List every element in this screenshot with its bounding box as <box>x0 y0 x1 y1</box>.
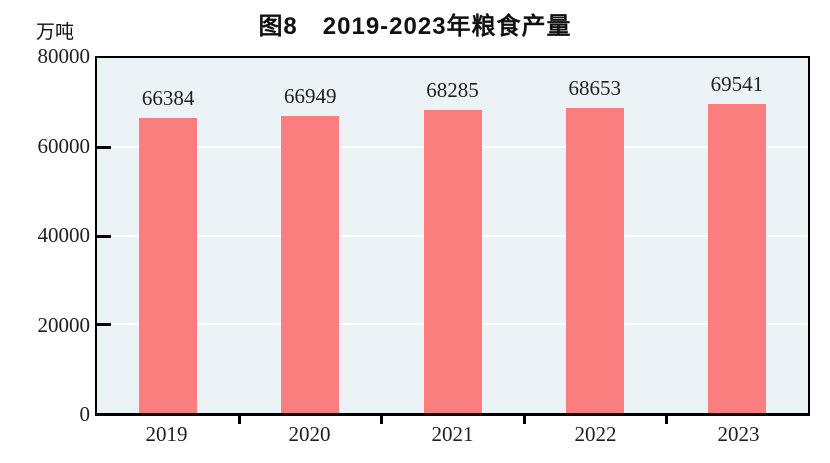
bar-value-label-2020: 66949 <box>284 83 337 108</box>
y-tick-mark-20000 <box>97 323 111 327</box>
bar-value-label-2023: 69541 <box>710 72 764 97</box>
y-tick-label-60000: 60000 <box>37 134 91 158</box>
x-tick-mark-4 <box>664 413 668 424</box>
y-tick-label-80000: 80000 <box>37 44 91 68</box>
bar-2020: 66949 <box>281 84 340 413</box>
x-tick-label-2023: 2023 <box>717 422 760 446</box>
x-tick-label-2020: 2020 <box>288 422 331 446</box>
y-axis-unit-label: 万吨 <box>36 22 75 43</box>
x-tick-label-2019: 2019 <box>145 422 188 446</box>
x-tick-label-2022: 2022 <box>574 422 617 446</box>
bar-2023: 69541 <box>707 72 766 413</box>
bars-container: 66384 66949 68285 68653 69541 <box>97 58 808 413</box>
plot-area: 66384 66949 68285 68653 69541 <box>95 56 810 424</box>
y-tick-mark-40000 <box>97 234 111 238</box>
bar-group-2019: 66384 <box>97 58 239 413</box>
bar-value-label-2022: 68653 <box>568 76 621 101</box>
x-tick-label-2021: 2021 <box>431 422 474 446</box>
y-tick-label-20000: 20000 <box>37 313 91 337</box>
bar-value-label-2021: 68285 <box>426 78 479 102</box>
bar-value-label-2019: 66384 <box>141 86 195 111</box>
chart-title: 图8 2019-2023年粮食产量 <box>258 13 572 40</box>
bar-2019: 66384 <box>139 86 198 413</box>
y-tick-mark-60000 <box>97 145 111 149</box>
x-tick-mark-3 <box>522 413 526 424</box>
bar-2021: 68285 <box>423 78 482 413</box>
bar-2022: 68653 <box>565 76 624 413</box>
y-tick-label-0: 0 <box>79 402 91 426</box>
x-tick-mark-2 <box>380 413 384 424</box>
bar-group-2022: 68653 <box>524 58 666 413</box>
x-axis-labels: 2019 2020 2021 2022 2023 <box>95 422 810 447</box>
bar-group-2023: 69541 <box>666 58 808 413</box>
y-tick-label-40000: 40000 <box>37 223 91 247</box>
bar-group-2020: 66949 <box>239 58 381 413</box>
bar-group-2021: 68285 <box>381 58 523 413</box>
x-tick-mark-1 <box>238 413 242 424</box>
